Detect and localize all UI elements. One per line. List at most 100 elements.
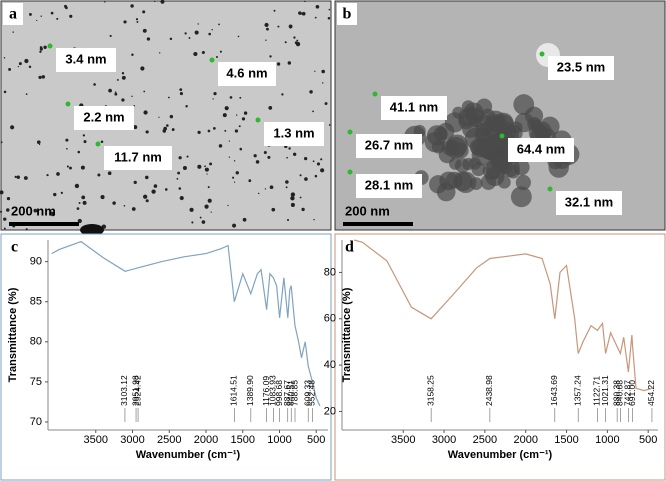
- particle: [12, 31, 14, 33]
- particle: [269, 185, 274, 190]
- particle: [123, 205, 126, 207]
- particle: [322, 82, 324, 84]
- particle: [25, 228, 28, 231]
- particle: [206, 173, 208, 175]
- peak-label: 454.22: [646, 380, 656, 406]
- particle: [210, 211, 212, 213]
- particle: [104, 1, 106, 3]
- particle: [185, 105, 188, 108]
- nanoparticle: [461, 100, 475, 114]
- nanoparticle: [515, 174, 531, 191]
- y-tick-label: 20: [324, 405, 336, 417]
- x-tick-label: 1500: [554, 434, 578, 446]
- particle: [38, 75, 42, 79]
- particle: [121, 71, 125, 75]
- particle: [0, 190, 4, 195]
- y-tick-label: 85: [30, 296, 42, 308]
- particle: [81, 195, 86, 200]
- particle: [204, 167, 209, 172]
- particle: [241, 117, 246, 121]
- letter-box: [337, 3, 357, 25]
- particle: [199, 216, 202, 219]
- panel-frame: [334, 233, 666, 481]
- particle: [253, 154, 257, 158]
- particle: [243, 111, 248, 115]
- peak-label: 552.48: [307, 380, 317, 406]
- annotation: 64.4 nm: [517, 141, 565, 156]
- panel-letter: b: [343, 6, 352, 23]
- particle: [63, 4, 68, 8]
- particle: [290, 192, 296, 197]
- particle: [82, 134, 86, 137]
- particle: [286, 219, 290, 222]
- particle: [292, 152, 297, 156]
- particle: [66, 165, 69, 168]
- particle: [269, 55, 272, 58]
- particle: [140, 66, 145, 71]
- particle: [194, 30, 199, 35]
- nanoparticle: [428, 175, 448, 194]
- particle: [304, 177, 308, 181]
- particle: [179, 88, 183, 92]
- nanoparticle: [454, 171, 477, 194]
- particle: [142, 28, 147, 33]
- particle: [316, 162, 321, 166]
- particle: [197, 130, 201, 134]
- particle: [327, 16, 331, 20]
- annotation: 28.1 nm: [365, 177, 413, 192]
- particle: [166, 124, 169, 127]
- peak-label: 840.51: [285, 380, 295, 406]
- particle: [235, 114, 238, 116]
- y-tick-label: 70: [30, 416, 42, 428]
- particle: [14, 175, 17, 179]
- particle: [0, 141, 3, 144]
- particle: [167, 96, 170, 99]
- particle: [209, 162, 213, 166]
- nanoparticle: [426, 125, 448, 146]
- nanoparticle: [462, 120, 480, 138]
- particle: [18, 62, 22, 66]
- x-tick-label: 2500: [473, 434, 497, 446]
- particle: [233, 181, 236, 183]
- particle: [207, 198, 212, 203]
- measure-marker: [209, 57, 215, 63]
- particle: [284, 41, 287, 44]
- particle: [296, 39, 299, 42]
- peak-label: 2438.98: [484, 375, 494, 406]
- particle: [264, 188, 267, 190]
- particle: [169, 114, 174, 119]
- particle: [33, 208, 38, 213]
- particle: [142, 10, 146, 14]
- particle: [171, 128, 175, 131]
- particle: [6, 196, 11, 201]
- measure-marker: [539, 51, 545, 57]
- particle: [215, 55, 218, 58]
- particle: [320, 168, 325, 173]
- particle: [143, 110, 148, 115]
- particle: [309, 90, 313, 94]
- nanoparticle: [452, 106, 465, 119]
- spectrum-line: [51, 240, 321, 407]
- aggregate: [80, 224, 104, 236]
- particle: [208, 32, 212, 36]
- particle: [228, 140, 230, 142]
- particle: [143, 194, 148, 199]
- particle: [29, 12, 32, 16]
- peak-label: 1389.90: [245, 375, 255, 406]
- particle: [298, 11, 302, 15]
- peak-label: 840.68: [615, 380, 625, 406]
- particle: [290, 196, 295, 201]
- particle: [218, 23, 220, 26]
- particle: [239, 147, 243, 151]
- peak-label: 998.68: [274, 380, 284, 406]
- particle: [237, 35, 240, 38]
- nanoparticle: [513, 158, 530, 176]
- particle: [234, 129, 239, 133]
- particle: [114, 91, 117, 93]
- particle: [266, 27, 269, 31]
- particle: [36, 140, 41, 145]
- peak-label: 742.87: [623, 380, 633, 406]
- particle: [36, 19, 38, 22]
